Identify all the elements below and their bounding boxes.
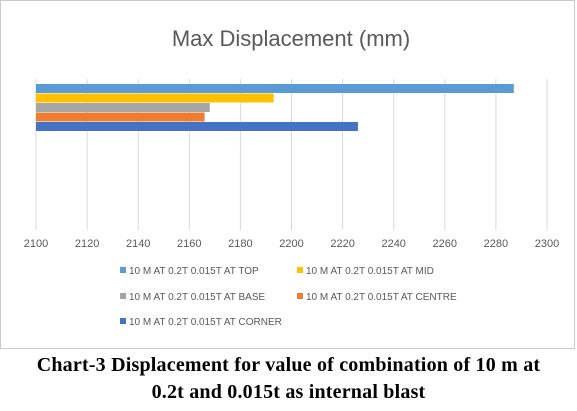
legend-swatch-3 xyxy=(120,293,126,299)
x-tick-label-2280: 2280 xyxy=(484,238,508,250)
x-tick-label-2200: 2200 xyxy=(279,238,303,250)
caption-line-1: Chart-3 Displacement for value of combin… xyxy=(36,354,541,376)
bars xyxy=(36,84,514,131)
legend-swatch-4 xyxy=(297,293,303,299)
x-tick-label-2220: 2220 xyxy=(330,238,354,250)
legend-label-3: 10 M AT 0.2T 0.015T AT BASE xyxy=(129,292,266,303)
legend-label-1: 10 M AT 0.2T 0.015T AT TOP xyxy=(129,266,259,277)
chart-title: Max Displacement (mm) xyxy=(172,26,410,51)
figure-caption: Chart-3 Displacement for value of combin… xyxy=(0,352,577,406)
x-tick-label-2160: 2160 xyxy=(177,238,201,250)
legend-label-5: 10 M AT 0.2T 0.015T AT CORNER xyxy=(129,317,282,328)
x-axis-ticks: 2100 2120 2140 2160 2180 2200 2220 2240 2260 2280… xyxy=(24,238,559,250)
bar-4 xyxy=(36,112,205,122)
x-tick-label-2240: 2240 xyxy=(381,238,405,250)
bar-5 xyxy=(36,122,358,131)
bar-3 xyxy=(36,103,210,112)
legend-label-4: 10 M AT 0.2T 0.015T AT CENTRE xyxy=(306,292,457,303)
bar-1 xyxy=(36,84,514,93)
legend-swatch-2 xyxy=(297,267,303,273)
x-tick-label-2260: 2260 xyxy=(433,238,457,250)
bar-2 xyxy=(36,93,274,103)
x-tick-label-2100: 2100 xyxy=(24,238,48,250)
x-tick-label-2300: 2300 xyxy=(535,238,559,250)
legend-label-2: 10 M AT 0.2T 0.015T AT MID xyxy=(306,266,434,277)
caption-line-2: 0.2t and 0.015t as internal blast xyxy=(151,381,426,403)
x-tick-label-2140: 2140 xyxy=(126,238,150,250)
x-tick-label-2180: 2180 xyxy=(228,238,252,250)
x-tick-label-2120: 2120 xyxy=(75,238,99,250)
legend-swatch-1 xyxy=(120,267,126,273)
legend-swatch-5 xyxy=(120,318,126,324)
legend: 10 M AT 0.2T 0.015T AT TOP 10 M AT 0.2T 0… xyxy=(120,266,457,328)
displacement-bar-chart: Max Displacement (mm) 2100 2120 2140 2160 21… xyxy=(24,26,559,328)
chart-area: Max Displacement (mm) 2100 2120 2140 2160 21… xyxy=(0,0,575,349)
